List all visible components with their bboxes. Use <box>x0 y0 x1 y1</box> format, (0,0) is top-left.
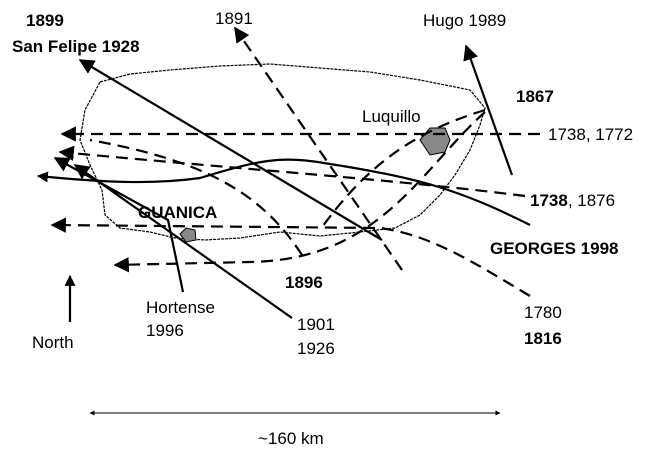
label: 1738, 1876 <box>530 191 615 210</box>
track-1901-1926 <box>73 164 293 319</box>
track-1867 <box>319 108 486 231</box>
track-lower <box>113 111 486 273</box>
label: 1926 <box>297 339 335 358</box>
label: ~160 km <box>258 429 324 448</box>
island-outline <box>79 63 486 241</box>
label: 1780 <box>524 303 562 322</box>
label: 1901 <box>297 315 335 334</box>
label: Hortense <box>146 298 215 317</box>
luquillo-area <box>419 127 451 156</box>
label: , 1876 <box>568 191 615 210</box>
label: Luquillo <box>362 107 421 126</box>
label: 1891 <box>215 9 253 28</box>
label: 1899 <box>26 11 64 30</box>
track-hugo <box>463 44 514 176</box>
track-1899-1928 <box>78 59 383 241</box>
label: San Felipe 1928 <box>12 37 140 56</box>
track-1738-1876 <box>58 145 526 198</box>
track-georges <box>36 158 531 226</box>
label: GUANICA <box>138 203 217 222</box>
label: North <box>32 333 74 352</box>
label: Hugo 1989 <box>423 11 506 30</box>
label: 1738 <box>530 191 568 210</box>
track-1896 <box>89 138 303 256</box>
track-1780-1816 <box>50 217 531 297</box>
label: 1816 <box>524 329 562 348</box>
label: 1896 <box>285 273 323 292</box>
label: 1738, 1772 <box>548 125 633 144</box>
guanica-area <box>179 227 197 243</box>
label: 1996 <box>146 321 184 340</box>
label: 1867 <box>516 87 554 106</box>
track-1891 <box>234 26 403 271</box>
label: GEORGES 1998 <box>490 239 619 258</box>
